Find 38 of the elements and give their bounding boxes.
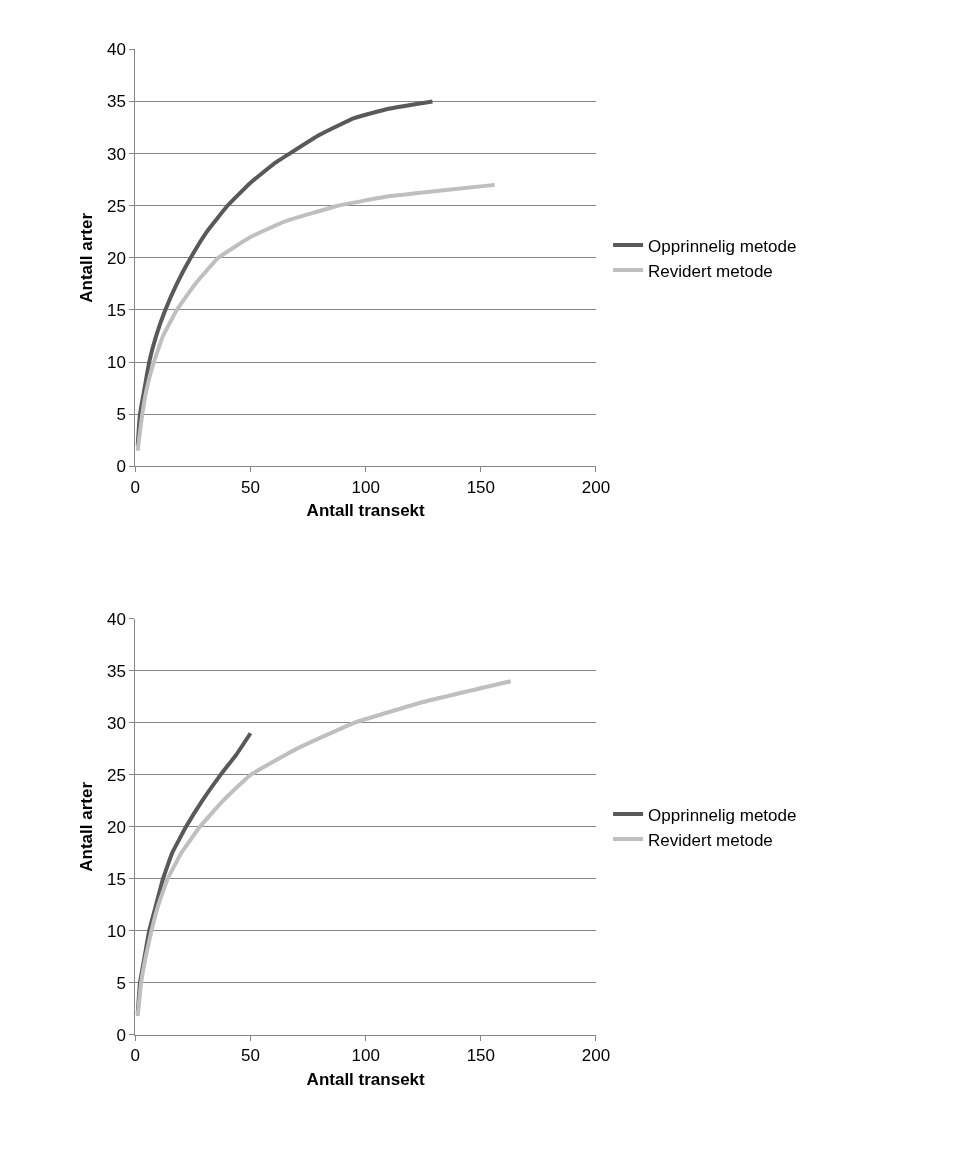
- line-series: [135, 182, 497, 453]
- x-tick-label: 100: [351, 1046, 380, 1066]
- y-tick-label: 25: [107, 765, 126, 785]
- legend-label: Revidert metode: [648, 261, 773, 281]
- y-tick-label: 10: [107, 921, 126, 941]
- y-tick-label: 30: [107, 713, 126, 733]
- x-tick-label: 150: [466, 1046, 496, 1066]
- y-tick-label: 25: [107, 196, 126, 216]
- y-axis-title: Antall arter: [76, 212, 96, 303]
- x-tick-label: 50: [241, 1046, 260, 1066]
- y-tick-label: 35: [107, 92, 126, 112]
- y-tick-label: 5: [116, 973, 126, 993]
- line-series: [135, 679, 513, 1019]
- legend-label: Opprinnelig metode: [648, 236, 797, 256]
- x-tick-label: 200: [581, 477, 611, 497]
- y-tick-label: 5: [116, 405, 126, 425]
- y-tick-label: 10: [107, 353, 126, 373]
- x-tick-label: 150: [466, 477, 496, 497]
- y-tick-label: 35: [107, 661, 126, 681]
- y-tick-label: 15: [107, 300, 126, 320]
- y-tick-label: 40: [107, 609, 126, 629]
- y-tick-label: 0: [116, 1025, 126, 1045]
- y-tick-label: 0: [116, 457, 126, 477]
- y-tick-label: 40: [107, 40, 126, 60]
- x-axis-title: Antall transekt: [306, 1069, 426, 1089]
- legend-label: Opprinnelig metode: [648, 805, 797, 825]
- y-tick-label: 15: [107, 869, 126, 889]
- legend-label: Revidert metode: [648, 830, 773, 850]
- x-tick-label: 0: [130, 477, 141, 497]
- x-tick-label: 100: [351, 477, 380, 497]
- x-axis-title: Antall transekt: [306, 501, 426, 521]
- x-tick-label: 200: [581, 1046, 611, 1066]
- y-axis-title: Antall arter: [76, 781, 96, 872]
- x-tick-label: 50: [241, 477, 260, 497]
- y-tick-label: 30: [107, 144, 126, 164]
- y-tick-label: 20: [107, 248, 126, 268]
- x-tick-label: 0: [130, 1046, 141, 1066]
- y-tick-label: 20: [107, 817, 126, 837]
